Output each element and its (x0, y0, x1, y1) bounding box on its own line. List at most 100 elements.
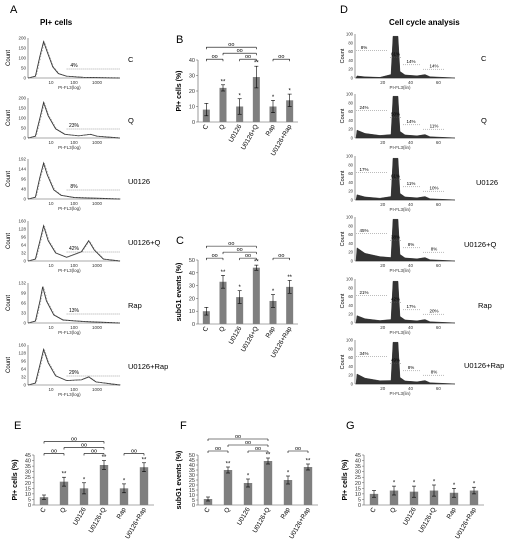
histogram-x-tick-label: 10 (48, 80, 54, 85)
cellcycle-percentage: 11% (430, 123, 439, 128)
histogram-y-tick-label: 0 (23, 136, 26, 141)
cellcycle-y-tick-label: 20 (348, 312, 353, 317)
significance-bracket-label: oo (278, 54, 284, 60)
bar (429, 490, 439, 505)
bar-chart-category-label: Rap (265, 123, 277, 137)
bar-chart-y-tick-label: 50 (189, 453, 195, 459)
cellcycle-y-tick-label: 0 (351, 382, 354, 387)
bar-chart-y-tick-label: 20 (25, 481, 31, 487)
cellcycle-percentage: 20% (429, 308, 438, 313)
bar-chart-y-tick-label: 10 (189, 493, 195, 499)
bar (223, 470, 233, 505)
bar-chart-y-tick-label: 15 (355, 486, 361, 492)
histogram-y-tick-label: 66 (21, 301, 27, 306)
histogram-percentage: 23% (69, 123, 80, 129)
cellcycle-x-tick-label: 60 (436, 263, 442, 268)
significance-bracket-label: oo (278, 253, 284, 259)
condition-label-a: U0126 (128, 177, 151, 186)
significance-star: * (247, 474, 250, 480)
bar-chart-y-tick-label: 0 (192, 120, 195, 126)
cellcycle-y-tick-label: 80 (348, 100, 353, 105)
cellcycle-percentage: 8% (408, 242, 415, 247)
bar (236, 297, 244, 324)
cellcycle-y-tick-label: 40 (348, 180, 353, 185)
significance-bracket-label: oo (245, 253, 251, 259)
bar-chart-y-tick-label: 20 (189, 483, 195, 489)
bar-chart-y-tick-label: 45 (25, 453, 31, 459)
histogram-y-tick-label: 144 (18, 167, 26, 172)
histogram-y-label: Count (6, 357, 12, 373)
histogram-y-tick-label: 50 (21, 126, 27, 131)
cellcycle-x-tick-label: 20 (380, 263, 386, 268)
bar (286, 100, 294, 122)
histogram-y-label: Count (6, 171, 12, 187)
cellcycle-x-tick-label: 20 (380, 140, 386, 145)
bar-chart-y-label-F: subG1 events (%) (176, 451, 183, 510)
bar-chart-y-tick-label: 10 (25, 492, 31, 498)
histogram-y-tick-label: 33 (21, 311, 27, 316)
cellcycle-x-tick-label: 40 (408, 202, 414, 207)
histogram-percentage: 8% (70, 184, 78, 190)
histogram-y-tick-label: 50 (21, 66, 27, 71)
panel-label-a: A (10, 4, 18, 16)
bar (389, 490, 399, 505)
cellcycle-x-label: PI-FL3(lin) (389, 391, 411, 396)
significance-star: * (83, 477, 86, 483)
cellcycle-percentage: 49% (391, 358, 400, 363)
histogram-x-tick-label: 1000 (92, 263, 103, 268)
cellcycle-y-tick-label: 20 (348, 127, 353, 132)
cellcycle-percentage: 8% (431, 369, 438, 374)
histogram-y-tick-label: 150 (18, 46, 26, 51)
bar-chart-category-label: U0126+Rap (288, 506, 312, 540)
cellcycle-x-tick-label: 60 (436, 80, 442, 85)
cellcycle-histogram (355, 95, 456, 139)
bar (119, 488, 129, 505)
condition-label-a: C (128, 55, 134, 64)
bar-chart-category-label: U0126+Q (88, 507, 108, 535)
bar-chart-category-label: U0126+Q (252, 507, 272, 535)
cellcycle-percentage: 14% (429, 63, 438, 68)
histogram-y-tick-label: 150 (18, 106, 26, 111)
histogram-x-tick-label: 1000 (92, 201, 103, 206)
bar-chart-category-label: Q (223, 507, 232, 515)
cellcycle-y-tick-label: 60 (348, 109, 353, 114)
histogram-y-tick-label: 0 (23, 197, 26, 202)
significance-star: * (238, 93, 241, 99)
cellcycle-histogram (355, 342, 456, 385)
cellcycle-x-tick-label: 20 (380, 325, 386, 330)
bar-chart-y-tick-label: 0 (192, 322, 195, 328)
bar-chart-y-tick-label: 40 (355, 459, 361, 465)
panel-label-b: B (176, 34, 184, 46)
bar (99, 465, 109, 505)
significance-bracket-label: oo (295, 446, 301, 452)
bar-chart-category-label: Q (389, 507, 398, 515)
significance-star: ** (226, 462, 231, 468)
significance-star: ** (221, 79, 226, 85)
cellcycle-y-label: Count (340, 354, 346, 369)
cellcycle-y-tick-label: 0 (351, 198, 354, 203)
cellcycle-x-tick-label: 40 (408, 80, 414, 85)
bar-chart-category-label: U0126+Rap (124, 506, 148, 540)
histogram-y-label: Count (6, 233, 12, 249)
cellcycle-x-tick-label: 20 (380, 80, 386, 85)
cellcycle-histogram (355, 36, 456, 79)
condition-label-d: C (481, 54, 487, 63)
bar-chart-y-tick-label: 10 (189, 309, 195, 315)
panel-label-d: D (340, 4, 348, 16)
significance-bracket-label: oo (91, 449, 97, 455)
condition-label-a: Rap (128, 301, 142, 310)
histogram-y-tick-label: 64 (21, 243, 27, 248)
cellcycle-y-tick-label: 80 (348, 162, 353, 167)
significance-bracket-label: oo (245, 54, 251, 60)
cellcycle-y-tick-label: 100 (346, 338, 354, 343)
bar-chart-y-tick-label: 0 (192, 503, 195, 509)
bar (283, 480, 293, 505)
histogram-x-label: PI-FL3(log) (58, 392, 81, 397)
cellcycle-percentage: 14% (406, 59, 415, 64)
cellcycle-percentage: 42% (391, 297, 400, 302)
bar-chart-y-tick-label: 20 (189, 296, 195, 302)
bar-chart-y-tick-label: 25 (189, 478, 195, 484)
histogram-y-tick-label: 100 (18, 56, 26, 61)
condition-label-a: Q (128, 116, 134, 125)
